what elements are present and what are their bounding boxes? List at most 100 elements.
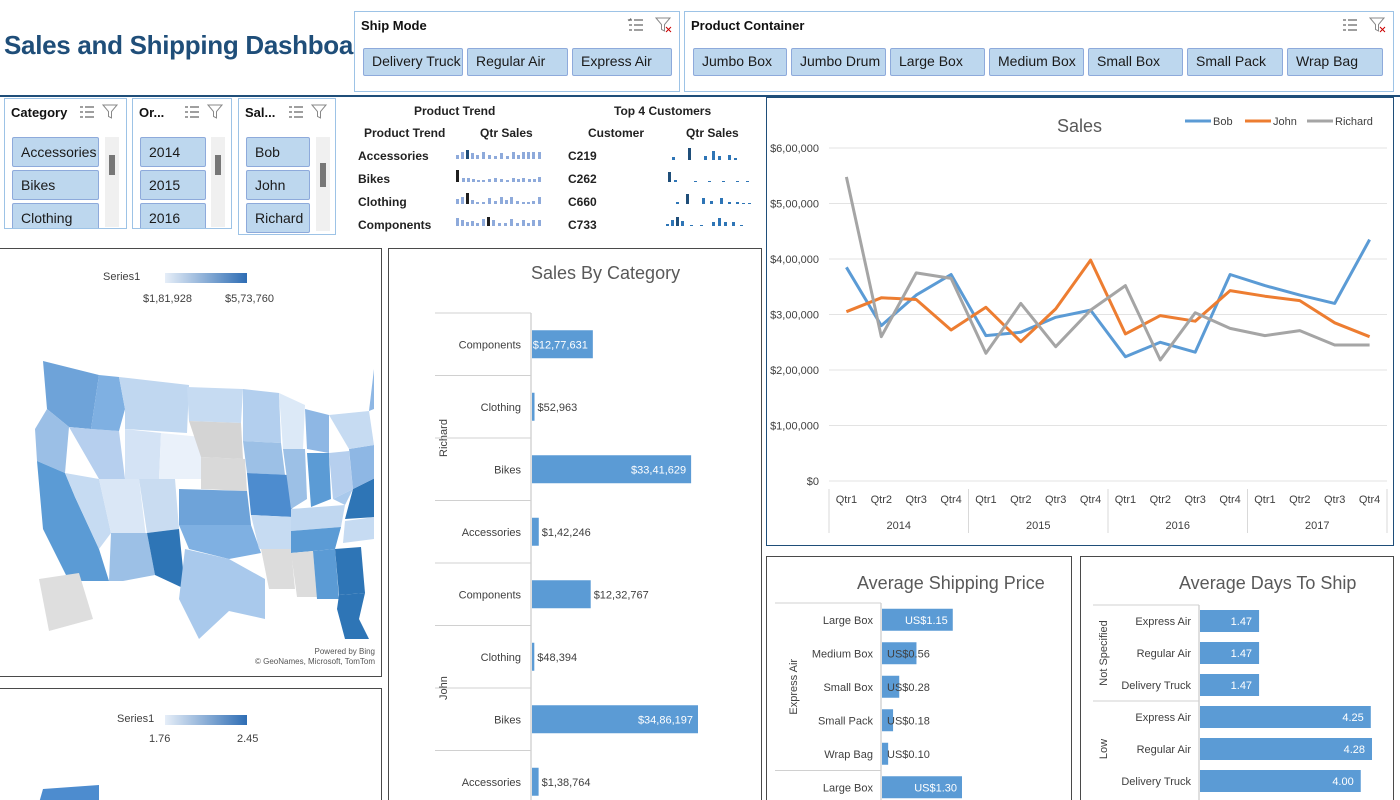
container-wrap-bag[interactable]: Wrap Bag [1287,48,1383,76]
sparkline-c733 [666,217,743,226]
top-customers-col1: Customer [588,126,645,140]
ship-mode-regular-air[interactable]: Regular Air [467,48,568,76]
y-tick-label: $0 [807,476,819,488]
ship-mode-label: Ship Mode [361,18,427,33]
bar-value-label: 1.47 [1231,616,1252,628]
container-large-box[interactable]: Large Box [890,48,985,76]
avg-days-to-ship-title: Average Days To Ship [1179,573,1357,593]
category-bar [532,642,535,671]
year-label: 2014 [887,520,911,532]
sales-person-bob[interactable]: Bob [246,137,310,167]
category-label: Regular Air [1137,744,1192,756]
container-jumbo-box[interactable]: Jumbo Box [693,48,787,76]
legend-label: Richard [1335,116,1373,128]
customer-row-label: C733 [568,218,597,232]
product-trend-col1: Product Trend [364,126,446,140]
days-to-ship-bar [1200,674,1260,696]
ship-mode-delivery-truck[interactable]: Delivery Truck [363,48,463,76]
shipping-price-bar [882,642,917,665]
category-label: Regular Air [1137,648,1192,660]
sparkline-accessories [456,150,541,159]
multi-select-icon[interactable] [1341,16,1359,34]
bar-value-label: US$1.15 [905,615,948,627]
sales-by-category-panel: Sales By Category Richard Components $12,7… [388,248,762,800]
days-to-ship-bar [1200,642,1260,664]
sales-person-scrollbar[interactable] [316,137,330,231]
map1-legend-gradient [165,273,247,283]
multi-select-icon[interactable] [183,103,201,121]
category-accessories[interactable]: Accessories [12,137,99,167]
category-bar [532,705,698,734]
category-label: Clothing [481,652,521,664]
y-tick-label: $2,00,000 [770,365,819,377]
category-label: Components [459,339,522,351]
category-label: Express Air [1135,712,1191,724]
series-line-john [845,258,1371,344]
container-medium-box[interactable]: Medium Box [989,48,1084,76]
sales-person-john[interactable]: John [246,170,310,200]
customer-row-label: C262 [568,172,597,186]
bar-value-label: $33,41,629 [631,464,686,476]
clear-filter-icon[interactable] [311,103,329,121]
multi-select-icon[interactable] [627,16,645,34]
legend-label: Bob [1213,116,1233,128]
sparkline-clothing [456,193,541,204]
order-year-2014[interactable]: 2014 [140,137,206,167]
sales-line-panel: Sales $0 $1,00,000 $2,00,000 $3,00,000 $4,00… [766,97,1394,546]
clear-filter-icon[interactable] [207,103,225,121]
category-bar [532,767,539,796]
x-tick-label: Qtr3 [1324,494,1345,506]
map2-legend-gradient [165,715,247,725]
bar-value-label: 1.47 [1231,648,1252,660]
map2-legend-series: Series1 [117,713,155,725]
y-tick-label: $6,00,000 [770,143,819,155]
legend-label: John [1273,116,1297,128]
category-scrollbar[interactable] [105,137,119,227]
bar-value-label: 4.00 [1332,776,1353,788]
bar-value-label: US$0.56 [887,648,930,660]
group-label: Low [1098,739,1110,759]
order-year-2016[interactable]: 2016 [140,203,206,228]
bar-value-label: 1.47 [1231,680,1252,692]
bar-value-label: US$0.28 [887,682,930,694]
y-tick-label: $1,00,000 [770,421,819,433]
container-small-box[interactable]: Small Box [1088,48,1183,76]
x-tick-label: Qtr4 [1080,494,1101,506]
map1-credit-geonames: © GeoNames, Microsoft, TomTom [255,657,375,666]
category-clothing[interactable]: Clothing [12,203,99,228]
x-tick-label: Qtr4 [1219,494,1240,506]
multi-select-icon[interactable] [78,103,96,121]
container-small-pack[interactable]: Small Pack [1187,48,1283,76]
category-label: Components [459,589,522,601]
order-year-scrollbar[interactable] [211,137,225,227]
sales-person-richard[interactable]: Richard [246,203,310,233]
us-map-2[interactable] [39,783,139,800]
bar-value-label: $34,86,197 [638,714,693,726]
y-tick-label: $5,00,000 [770,199,819,211]
clear-filter-icon[interactable] [102,103,120,121]
category-label: Wrap Bag [824,749,873,761]
sparkline-c219 [672,148,737,160]
top-customers-title: Top 4 Customers [614,104,712,118]
order-year-2015[interactable]: 2015 [140,170,206,200]
x-tick-label: Qtr4 [1359,494,1380,506]
avg-days-to-ship-panel: Average Days To Ship Not Specified Expres… [1080,556,1394,800]
x-tick-label: Qtr2 [1150,494,1171,506]
bar-value-label: $12,32,767 [594,589,649,601]
us-map[interactable] [29,349,374,639]
category-label: Category [11,105,68,120]
product-container-slicer: Product Container Jumbo Box Jumbo Drum L… [684,11,1394,92]
category-bar [532,392,535,421]
ship-mode-express-air[interactable]: Express Air [572,48,672,76]
shipping-price-bar [882,742,889,765]
days-to-ship-bar [1200,738,1372,760]
category-bikes[interactable]: Bikes [12,170,99,200]
sales-line-chart: $0 $1,00,000 $2,00,000 $3,00,000 $4,00,000 $5… [770,116,1388,533]
clear-filter-icon[interactable] [1369,16,1387,34]
y-tick-label: $3,00,000 [770,310,819,322]
clear-filter-icon[interactable] [655,16,673,34]
multi-select-icon[interactable] [287,103,305,121]
sparkline-components [456,217,541,226]
container-jumbo-drum[interactable]: Jumbo Drum [791,48,886,76]
